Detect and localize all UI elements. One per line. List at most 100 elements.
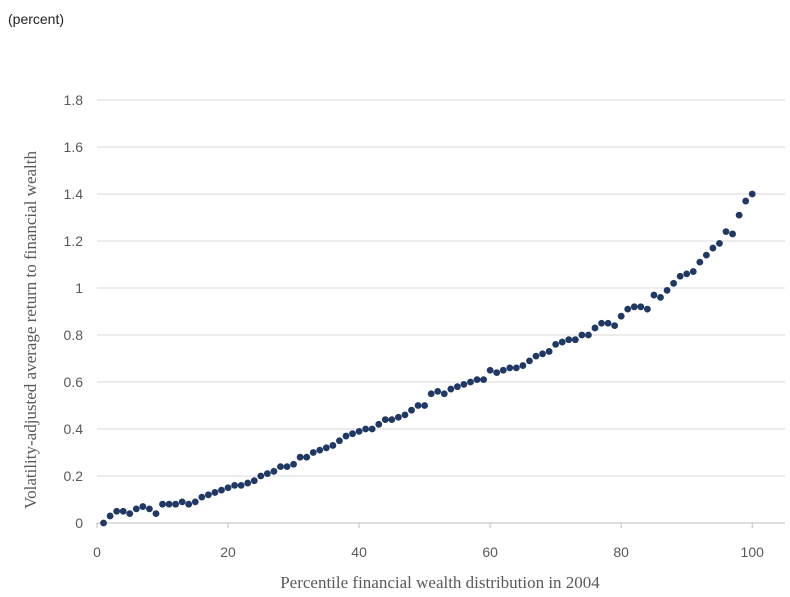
point <box>303 453 311 461</box>
point <box>178 498 186 506</box>
point <box>277 463 284 470</box>
point <box>362 425 370 433</box>
point <box>735 211 743 219</box>
point <box>126 510 134 517</box>
point <box>224 484 232 492</box>
point <box>676 272 684 280</box>
point <box>408 406 415 414</box>
point <box>539 350 546 358</box>
point <box>657 294 664 301</box>
point <box>512 364 520 372</box>
point <box>329 442 337 449</box>
point <box>683 270 691 278</box>
point <box>709 244 717 252</box>
point <box>244 479 252 487</box>
x-tick-label: 100 <box>741 544 765 560</box>
point <box>644 305 651 313</box>
point <box>493 369 501 376</box>
y-axis-title: Volatility-adjusted average return to fi… <box>21 151 40 509</box>
point <box>650 291 658 299</box>
point <box>342 432 350 440</box>
point <box>185 500 193 508</box>
y-tick-label: 0.2 <box>64 468 84 484</box>
point <box>296 453 304 461</box>
point <box>552 341 560 348</box>
point <box>100 519 107 527</box>
point <box>637 303 645 311</box>
point <box>604 319 612 327</box>
point <box>139 503 147 510</box>
y-tick-label: 1.2 <box>64 233 84 249</box>
point <box>152 510 160 517</box>
point <box>257 472 265 480</box>
y-tick-label: 1.8 <box>64 92 84 108</box>
point <box>532 352 540 360</box>
point <box>159 500 166 508</box>
x-tick-label: 20 <box>220 544 236 560</box>
point <box>349 430 356 438</box>
y-tick-label: 1 <box>75 280 83 296</box>
point <box>440 390 448 398</box>
point <box>375 420 383 428</box>
point <box>453 383 461 391</box>
point <box>689 268 697 275</box>
point <box>414 402 422 409</box>
point <box>565 336 573 344</box>
point <box>355 427 363 435</box>
point <box>729 230 736 238</box>
point <box>132 505 140 513</box>
point <box>624 305 632 313</box>
point <box>447 385 455 393</box>
point <box>578 331 586 339</box>
point <box>617 312 625 320</box>
point <box>670 279 678 287</box>
point <box>395 413 402 421</box>
point <box>172 500 180 508</box>
x-tick-label: 80 <box>613 544 629 560</box>
point <box>316 446 324 454</box>
point <box>146 505 153 513</box>
point <box>585 331 592 339</box>
y-tick-label: 0.6 <box>64 374 84 390</box>
point <box>388 416 396 423</box>
y-tick-label: 0.8 <box>64 327 84 343</box>
point <box>237 482 245 489</box>
point <box>702 251 710 259</box>
x-axis-title: Percentile financial wealth distribution… <box>280 573 600 592</box>
point <box>722 228 730 236</box>
point <box>381 416 389 423</box>
point <box>558 338 566 346</box>
point <box>198 493 206 501</box>
x-tick-label: 0 <box>93 544 101 560</box>
point <box>218 486 225 494</box>
y-tick-label: 1.4 <box>64 186 84 202</box>
point <box>204 491 212 499</box>
y-tick-label: 1.6 <box>64 139 84 155</box>
point <box>663 286 671 294</box>
y-tick-label: 0.4 <box>64 421 84 437</box>
x-tick-label: 40 <box>351 544 367 560</box>
point <box>742 197 750 205</box>
point <box>434 388 442 395</box>
point <box>290 460 297 468</box>
x-tick-label: 60 <box>482 544 498 560</box>
point <box>263 470 271 478</box>
point <box>283 463 291 470</box>
point <box>191 498 199 506</box>
point <box>480 376 487 384</box>
point <box>427 390 435 398</box>
point <box>467 378 474 386</box>
point <box>526 357 533 365</box>
point <box>611 322 619 329</box>
y-tick-label: 0 <box>75 515 83 531</box>
point <box>336 437 343 445</box>
point <box>322 444 330 452</box>
point <box>211 489 219 496</box>
point <box>748 190 756 198</box>
point <box>270 467 278 475</box>
point <box>421 402 429 409</box>
point <box>486 366 494 374</box>
point <box>506 364 514 372</box>
point <box>499 366 507 374</box>
point <box>460 380 468 388</box>
